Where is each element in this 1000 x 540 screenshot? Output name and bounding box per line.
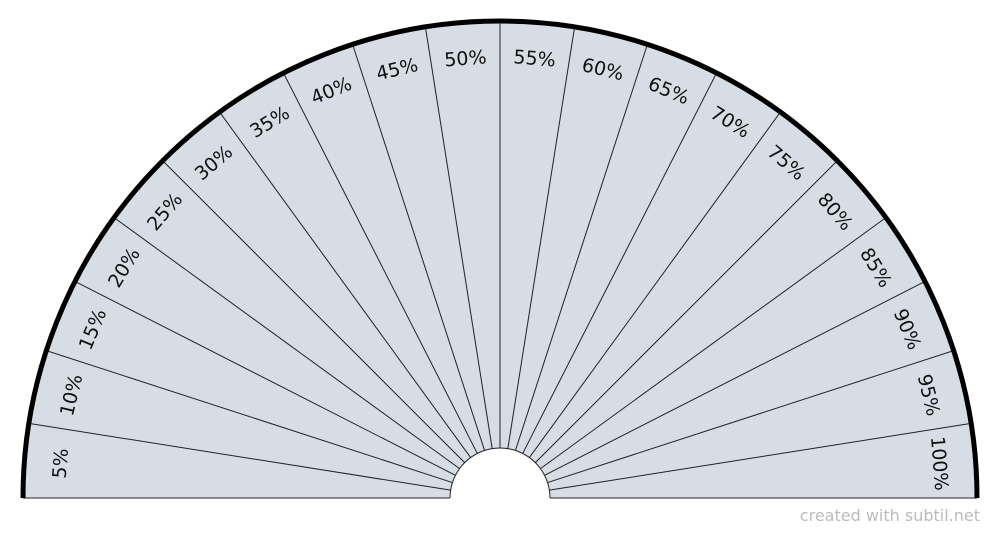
divider <box>352 44 486 451</box>
divider <box>535 160 838 463</box>
divider <box>514 44 648 451</box>
divider <box>528 111 781 458</box>
divider <box>540 217 887 470</box>
inner-arc <box>449 447 551 499</box>
divider <box>549 422 972 491</box>
divider <box>424 26 493 449</box>
divider <box>162 160 465 463</box>
segment-label: 55% <box>513 46 557 71</box>
divider <box>74 281 456 476</box>
divider <box>547 350 954 484</box>
segment-label: 5% <box>49 448 73 480</box>
segment-label: 100% <box>926 435 952 491</box>
divider <box>113 217 460 470</box>
dial: 5%10%15%20%25%30%35%40%45% 50% 55% 60%65%70… <box>20 18 980 499</box>
footer-credit: created with subtil.net <box>800 506 980 525</box>
divider <box>28 422 451 491</box>
divider <box>46 350 453 484</box>
divider <box>522 72 717 454</box>
divider <box>544 281 926 476</box>
divider <box>219 111 472 458</box>
outer-rim <box>20 18 980 499</box>
divider <box>507 26 576 449</box>
divider <box>283 72 478 454</box>
segment-label: 50% <box>444 46 488 71</box>
